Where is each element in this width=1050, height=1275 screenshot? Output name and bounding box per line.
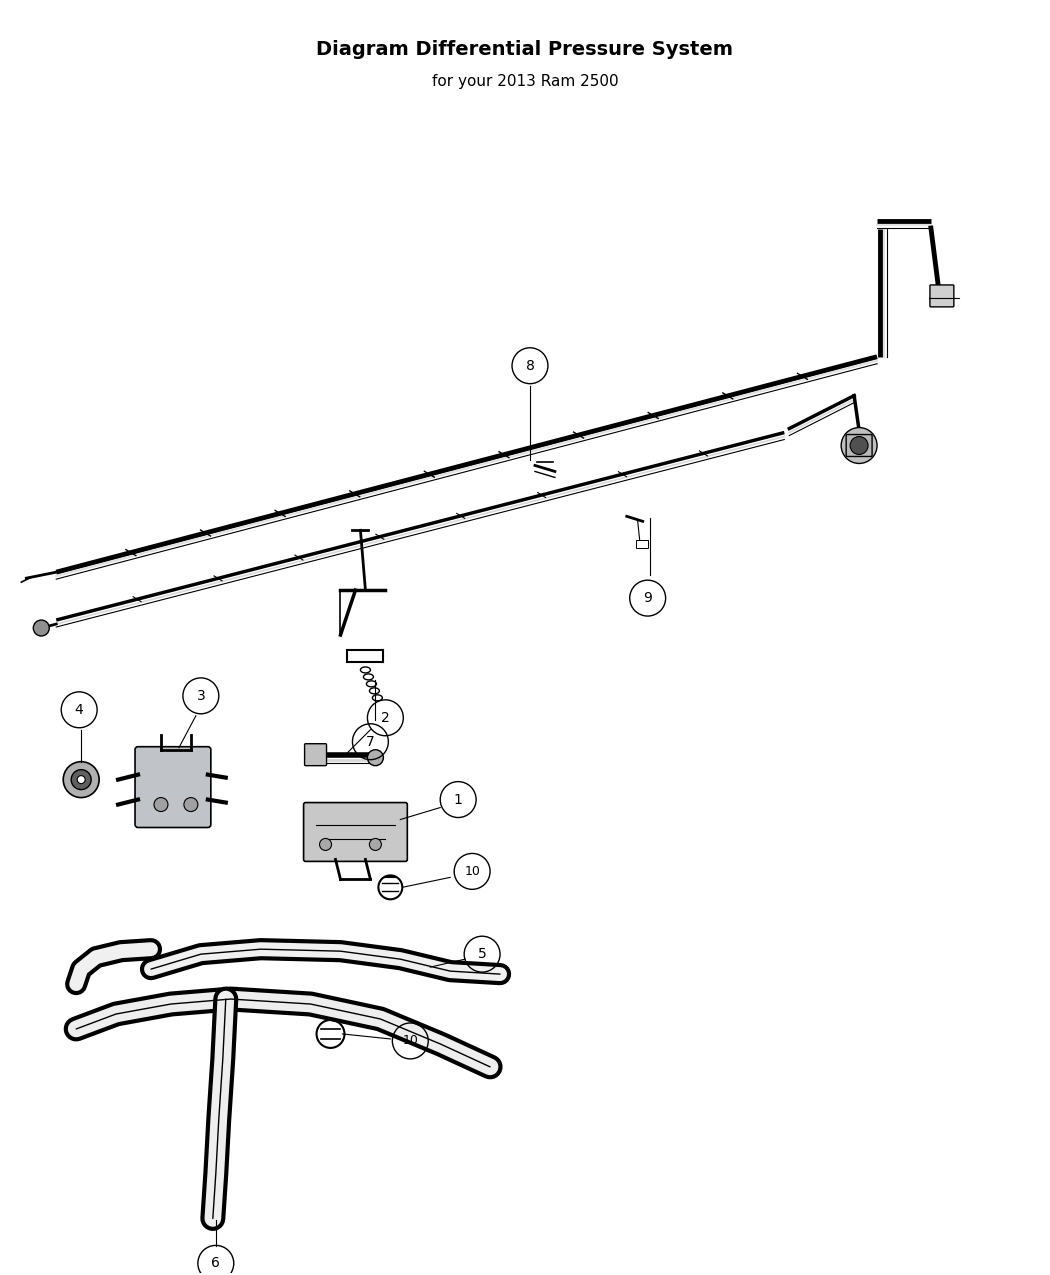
Text: 4: 4 [75,703,84,717]
Text: 10: 10 [402,1034,418,1048]
Circle shape [154,798,168,812]
FancyBboxPatch shape [846,435,873,456]
Circle shape [841,427,877,463]
FancyBboxPatch shape [304,743,327,766]
Text: 9: 9 [644,592,652,606]
Circle shape [71,770,91,789]
Circle shape [368,750,383,766]
Circle shape [184,798,197,812]
Text: Diagram Differential Pressure System: Diagram Differential Pressure System [316,40,734,59]
FancyBboxPatch shape [135,747,211,827]
Text: 10: 10 [464,864,480,878]
Text: 7: 7 [366,734,375,748]
Circle shape [850,436,868,454]
Text: 1: 1 [454,793,463,807]
FancyBboxPatch shape [930,284,953,307]
Text: 2: 2 [381,710,390,724]
Circle shape [319,839,332,850]
FancyBboxPatch shape [303,802,407,862]
Circle shape [370,839,381,850]
Text: 3: 3 [196,688,205,703]
Circle shape [78,775,85,784]
Text: for your 2013 Ram 2500: for your 2013 Ram 2500 [432,74,618,89]
Circle shape [63,761,99,798]
Bar [635,541,648,548]
Circle shape [34,620,49,636]
Text: 5: 5 [478,947,486,961]
Text: 6: 6 [211,1256,220,1270]
Text: 8: 8 [526,358,534,372]
